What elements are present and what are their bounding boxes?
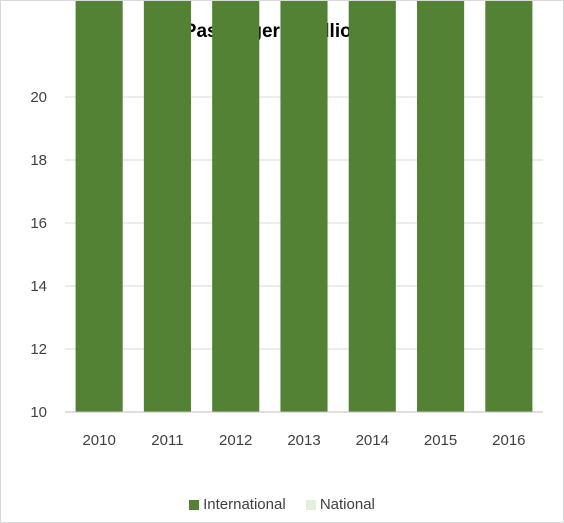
- bar-international: [75, 1, 123, 412]
- chart-legend: International National: [1, 495, 563, 513]
- x-tick-label: 2014: [356, 432, 389, 449]
- bar-international: [280, 1, 328, 412]
- y-tick-label: 14: [30, 278, 47, 295]
- legend-label-international: International: [203, 495, 286, 513]
- bar-international: [348, 1, 396, 413]
- y-tick-label: 10: [30, 404, 47, 421]
- y-tick-label: 12: [30, 341, 47, 358]
- bar-international: [143, 1, 191, 413]
- x-tick-label: 2013: [287, 432, 320, 449]
- x-tick-label: 2010: [82, 432, 115, 449]
- x-tick-label: 2016: [492, 432, 525, 449]
- y-tick-label: 18: [30, 152, 47, 169]
- legend-swatch-international: [189, 499, 200, 510]
- legend-item-international: International: [189, 496, 286, 513]
- legend-swatch-national: [305, 499, 316, 510]
- bar-international: [417, 1, 465, 412]
- legend-label-national: National: [319, 495, 375, 513]
- y-tick-label: 16: [30, 215, 47, 232]
- y-tick-label: 20: [30, 89, 47, 106]
- bar-international: [485, 1, 533, 413]
- bar-international: [212, 1, 260, 413]
- x-tick-label: 2011: [151, 432, 183, 449]
- x-tick-label: 2015: [424, 432, 457, 449]
- legend-item-national: National: [305, 495, 375, 513]
- x-tick-label: 2012: [219, 432, 252, 449]
